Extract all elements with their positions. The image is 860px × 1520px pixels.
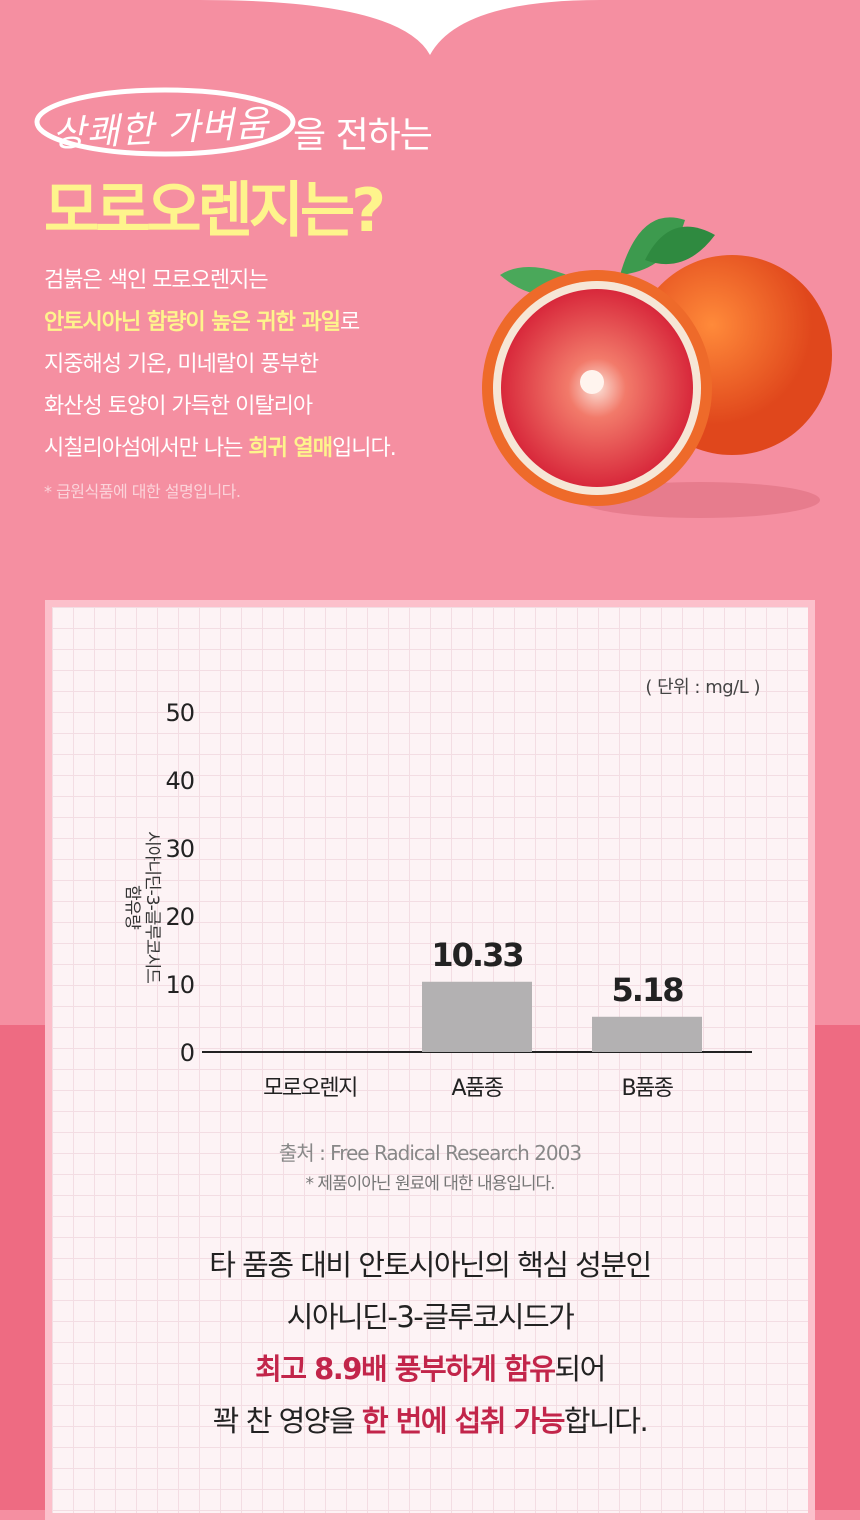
summary-line: 시아니딘-3-글루코시드가 (286, 1300, 575, 1334)
summary-text: 합니다. (563, 1404, 649, 1438)
desc-text: 로 (340, 310, 360, 335)
desc-text: 입니다. (332, 436, 397, 461)
x-tick-label: B품종 (621, 1076, 673, 1101)
summary-line: 최고 8.9배 풍부하게 함유되어 (52, 1343, 808, 1395)
desc-highlight: 안토시아닌 함량이 높은 귀한 과일 (44, 310, 341, 335)
x-tick-label: 모로오렌지 (263, 1076, 357, 1101)
desc-text: 시칠리아섬에서만 나는 (44, 436, 249, 461)
source: 출처 : Free Radical Research 2003 (278, 1141, 582, 1165)
desc-line: 지중해성 기온, 미네랄이 풍부한 (44, 352, 319, 377)
summary-highlight: 최고 8.9배 풍부하게 함유 (255, 1352, 556, 1386)
source-note: * 제품이아닌 원료에 대한 내용입니다. (305, 1174, 555, 1194)
data-label: 10.33 (431, 936, 522, 974)
desc-line: 검붉은 색인 모로오렌지는 (44, 268, 269, 293)
page-title: 모로오렌지는? (44, 176, 386, 246)
subtitle: 을 전하는 (293, 115, 433, 156)
x-tick-label: A품종 (451, 1076, 503, 1101)
desc-highlight: 희귀 열매 (248, 436, 333, 461)
description-note: * 급원식품에 대한 설명입니다. (44, 482, 241, 501)
top-notch-divider (0, 0, 860, 70)
y-tick-label: 10 (165, 971, 194, 999)
script-circle-decoration (34, 87, 296, 157)
bar (422, 981, 532, 1052)
data-label: 5.18 (612, 971, 684, 1009)
description: 검붉은 색인 모로오렌지는 안토시아닌 함량이 높은 귀한 과일로 지중해성 기… (44, 260, 397, 470)
desc-line: 화산성 토양이 가득한 이탈리아 (44, 394, 313, 419)
y-tick-label: 30 (165, 835, 194, 863)
y-tick-label: 0 (180, 1039, 194, 1067)
summary-text: 꽉 찬 영양을 (212, 1404, 362, 1438)
summary-text: 되어 (554, 1352, 606, 1386)
blood-orange-image (482, 217, 832, 518)
unit-label: ( 단위 : mg/L ) (645, 677, 760, 698)
chart-card: ( 단위 : mg/L ) 시아니딘-3-글루코시드 함유량 0 10 20 30 40… (45, 600, 815, 1520)
y-tick-label: 50 (165, 699, 194, 727)
desc-line: 안토시아닌 함량이 높은 귀한 과일로 (44, 302, 396, 344)
summary-line: 타 품종 대비 안토시아닌의 핵심 성분인 (209, 1248, 652, 1282)
summary: 타 품종 대비 안토시아닌의 핵심 성분인 시아니딘-3-글루코시드가 최고 8… (52, 1239, 808, 1447)
summary-line: 꽉 찬 영양을 한 번에 섭취 가능합니다. (52, 1395, 808, 1447)
desc-line: 시칠리아섬에서만 나는 희귀 열매입니다. (44, 428, 397, 470)
bar (592, 1016, 702, 1052)
bar-chart: 0 10 20 30 40 50 모로오렌지 10.33 A품종 5.18 B품종 (165, 699, 752, 1101)
summary-highlight: 한 번에 섭취 가능 (361, 1404, 566, 1438)
y-tick-label: 40 (165, 767, 194, 795)
y-tick-label: 20 (165, 903, 194, 931)
